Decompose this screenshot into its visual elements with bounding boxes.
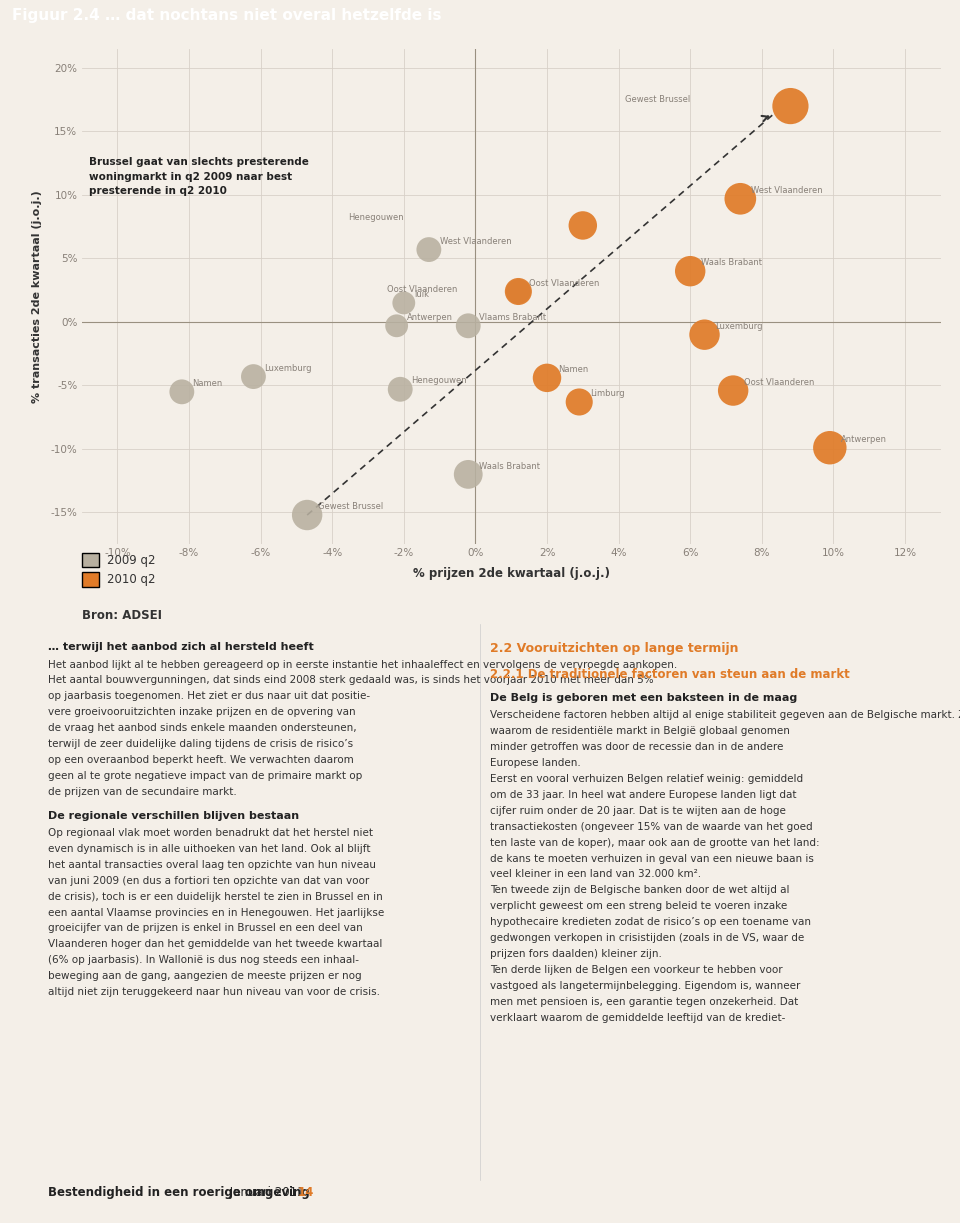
Point [461, 465, 476, 484]
Text: Het aantal bouwvergunningen, dat sinds eind 2008 sterk gedaald was, is sinds het: Het aantal bouwvergunningen, dat sinds e… [48, 675, 654, 685]
Text: 2009 q2: 2009 q2 [107, 554, 156, 566]
Text: De Belg is geboren met een baksteen in de maag: De Belg is geboren met een baksteen in d… [490, 693, 797, 703]
Text: … terwijl het aanbod zich al hersteld heeft: … terwijl het aanbod zich al hersteld he… [48, 642, 314, 652]
Text: Waals Brabant: Waals Brabant [701, 258, 762, 268]
Text: Waals Brabant: Waals Brabant [479, 461, 540, 471]
Text: de kans te moeten verhuizen in geval van een nieuwe baan is: de kans te moeten verhuizen in geval van… [490, 854, 813, 863]
Point [540, 368, 555, 388]
Text: 2.2.1 De traditionele factoren van steun aan de markt: 2.2.1 De traditionele factoren van steun… [490, 668, 850, 680]
Point [511, 281, 526, 301]
Text: Oost Vlaanderen: Oost Vlaanderen [529, 279, 599, 287]
Text: Namen: Namen [193, 379, 223, 388]
Text: Januari 2011: Januari 2011 [226, 1185, 308, 1199]
Point [461, 316, 476, 335]
Text: Ten tweede zijn de Belgische banken door de wet altijd al: Ten tweede zijn de Belgische banken door… [490, 885, 789, 895]
Text: verplicht geweest om een streng beleid te voeren inzake: verplicht geweest om een streng beleid t… [490, 901, 787, 911]
Text: groeicijfer van de prijzen is enkel in Brussel en een deel van: groeicijfer van de prijzen is enkel in B… [48, 923, 363, 933]
Text: Brussel gaat van slechts presterende
woningmarkt in q2 2009 naar best
presterend: Brussel gaat van slechts presterende won… [88, 157, 308, 197]
Text: de crisis), toch is er een duidelijk herstel te zien in Brussel en in: de crisis), toch is er een duidelijk her… [48, 892, 383, 901]
Text: Oost Vlaanderen: Oost Vlaanderen [744, 378, 814, 386]
Text: Europese landen.: Europese landen. [490, 758, 581, 768]
Text: Oost Vlaanderen: Oost Vlaanderen [387, 285, 458, 294]
Text: het aantal transacties overal laag ten opzichte van hun niveau: het aantal transacties overal laag ten o… [48, 860, 376, 870]
Text: Vlaanderen hoger dan het gemiddelde van het tweede kwartaal: Vlaanderen hoger dan het gemiddelde van … [48, 939, 382, 949]
Text: om de 33 jaar. In heel wat andere Europese landen ligt dat: om de 33 jaar. In heel wat andere Europe… [490, 790, 796, 800]
Text: transactiekosten (ongeveer 15% van de waarde van het goed: transactiekosten (ongeveer 15% van de wa… [490, 822, 812, 832]
Text: hypothecaire kredieten zodat de risico’s op een toename van: hypothecaire kredieten zodat de risico’s… [490, 917, 810, 927]
Text: Henegouwen: Henegouwen [348, 213, 404, 221]
Text: cijfer ruim onder de 20 jaar. Dat is te wijten aan de hoge: cijfer ruim onder de 20 jaar. Dat is te … [490, 806, 785, 816]
Text: Gewest Brussel: Gewest Brussel [318, 503, 383, 511]
Text: luik: luik [415, 290, 429, 300]
Point [421, 240, 437, 259]
Text: De regionale verschillen blijven bestaan: De regionale verschillen blijven bestaan [48, 811, 300, 821]
Text: West Vlaanderen: West Vlaanderen [751, 186, 823, 194]
Text: (6% op jaarbasis). In Wallonië is dus nog steeds een inhaal-: (6% op jaarbasis). In Wallonië is dus no… [48, 955, 359, 965]
Point [511, 281, 526, 301]
Text: even dynamisch is in alle uithoeken van het land. Ook al blijft: even dynamisch is in alle uithoeken van … [48, 844, 371, 854]
Point [571, 393, 587, 412]
Text: gedwongen verkopen in crisistijden (zoals in de VS, waar de: gedwongen verkopen in crisistijden (zoal… [490, 933, 804, 943]
Text: een aantal Vlaamse provincies en in Henegouwen. Het jaarlijkse: een aantal Vlaamse provincies en in Hene… [48, 907, 384, 917]
Text: Henegouwen: Henegouwen [411, 377, 467, 385]
Text: men met pensioen is, een garantie tegen onzekerheid. Dat: men met pensioen is, een garantie tegen … [490, 997, 798, 1007]
X-axis label: % prijzen 2de kwartaal (j.o.j.): % prijzen 2de kwartaal (j.o.j.) [413, 566, 610, 580]
Point [697, 325, 712, 345]
Text: vastgoed als langetermijnbelegging. Eigendom is, wanneer: vastgoed als langetermijnbelegging. Eige… [490, 981, 800, 991]
Point [389, 316, 404, 335]
Text: Limburg: Limburg [590, 389, 625, 399]
Text: verklaart waarom de gemiddelde leeftijd van de krediet-: verklaart waarom de gemiddelde leeftijd … [490, 1013, 785, 1022]
Point [246, 367, 261, 386]
Text: Het aanbod lijkt al te hebben gereageerd op in eerste instantie het inhaaleffect: Het aanbod lijkt al te hebben gereageerd… [48, 659, 677, 669]
Text: vere groeivooruitzichten inzake prijzen en de opvering van: vere groeivooruitzichten inzake prijzen … [48, 707, 355, 717]
Text: Namen: Namen [558, 364, 588, 374]
Text: Gewest Brussel: Gewest Brussel [625, 94, 690, 104]
Text: terwijl de zeer duidelijke daling tijdens de crisis de risico’s: terwijl de zeer duidelijke daling tijden… [48, 739, 353, 748]
Text: Op regionaal vlak moet worden benadrukt dat het herstel niet: Op regionaal vlak moet worden benadrukt … [48, 828, 373, 838]
Text: ten laste van de koper), maar ook aan de grootte van het land:: ten laste van de koper), maar ook aan de… [490, 838, 819, 848]
Point [575, 215, 590, 235]
Point [396, 294, 412, 313]
Text: Luxemburg: Luxemburg [264, 363, 312, 373]
Text: op jaarbasis toegenomen. Het ziet er dus naar uit dat positie-: op jaarbasis toegenomen. Het ziet er dus… [48, 691, 371, 701]
Text: Bestendigheid in een roerige omgeving: Bestendigheid in een roerige omgeving [48, 1185, 310, 1199]
Text: Ten derde lijken de Belgen een voorkeur te hebben voor: Ten derde lijken de Belgen een voorkeur … [490, 965, 782, 975]
Text: Luxemburg: Luxemburg [715, 322, 763, 331]
Text: op een overaanbod beperkt heeft. We verwachten daarom: op een overaanbod beperkt heeft. We verw… [48, 755, 353, 764]
Point [822, 438, 837, 457]
Text: prijzen fors daalden) kleiner zijn.: prijzen fors daalden) kleiner zijn. [490, 949, 661, 959]
Text: Antwerpen: Antwerpen [407, 313, 453, 322]
Text: Figuur 2.4 … dat nochtans niet overal hetzelfde is: Figuur 2.4 … dat nochtans niet overal he… [12, 9, 441, 23]
Text: geen al te grote negatieve impact van de primaire markt op: geen al te grote negatieve impact van de… [48, 770, 362, 780]
Point [174, 382, 189, 401]
Text: minder getroffen was door de recessie dan in de andere: minder getroffen was door de recessie da… [490, 742, 783, 752]
Text: Verscheidene factoren hebben altijd al enige stabiliteit gegeven aan de Belgisch: Verscheidene factoren hebben altijd al e… [490, 711, 960, 720]
Point [782, 97, 798, 116]
Text: altijd niet zijn teruggekeerd naar hun niveau van voor de crisis.: altijd niet zijn teruggekeerd naar hun n… [48, 987, 380, 997]
Text: Antwerpen: Antwerpen [841, 435, 886, 444]
Text: de prijzen van de secundaire markt.: de prijzen van de secundaire markt. [48, 786, 237, 796]
Text: beweging aan de gang, aangezien de meeste prijzen er nog: beweging aan de gang, aangezien de meest… [48, 971, 362, 981]
Point [726, 380, 741, 400]
Text: waarom de residentiële markt in België globaal genomen: waarom de residentiële markt in België g… [490, 726, 789, 736]
Point [683, 262, 698, 281]
Text: West Vlaanderen: West Vlaanderen [440, 237, 512, 246]
Text: 2010 q2: 2010 q2 [107, 574, 156, 586]
Text: veel kleiner in een land van 32.000 km².: veel kleiner in een land van 32.000 km². [490, 870, 701, 879]
Y-axis label: % transacties 2de kwartaal (j.o.j.): % transacties 2de kwartaal (j.o.j.) [33, 191, 42, 402]
Point [732, 190, 748, 209]
Point [300, 505, 315, 525]
Text: de vraag het aanbod sinds enkele maanden ondersteunen,: de vraag het aanbod sinds enkele maanden… [48, 723, 356, 733]
Text: van juni 2009 (en dus a fortiori ten opzichte van dat van voor: van juni 2009 (en dus a fortiori ten opz… [48, 876, 370, 885]
Text: Eerst en vooral verhuizen Belgen relatief weinig: gemiddeld: Eerst en vooral verhuizen Belgen relatie… [490, 774, 803, 784]
Text: 14: 14 [298, 1185, 314, 1199]
Point [393, 379, 408, 399]
Text: Bron: ADSEI: Bron: ADSEI [82, 609, 161, 623]
Text: 2.2 Vooruitzichten op lange termijn: 2.2 Vooruitzichten op lange termijn [490, 642, 738, 656]
Text: Vlaams Brabant: Vlaams Brabant [479, 313, 546, 322]
